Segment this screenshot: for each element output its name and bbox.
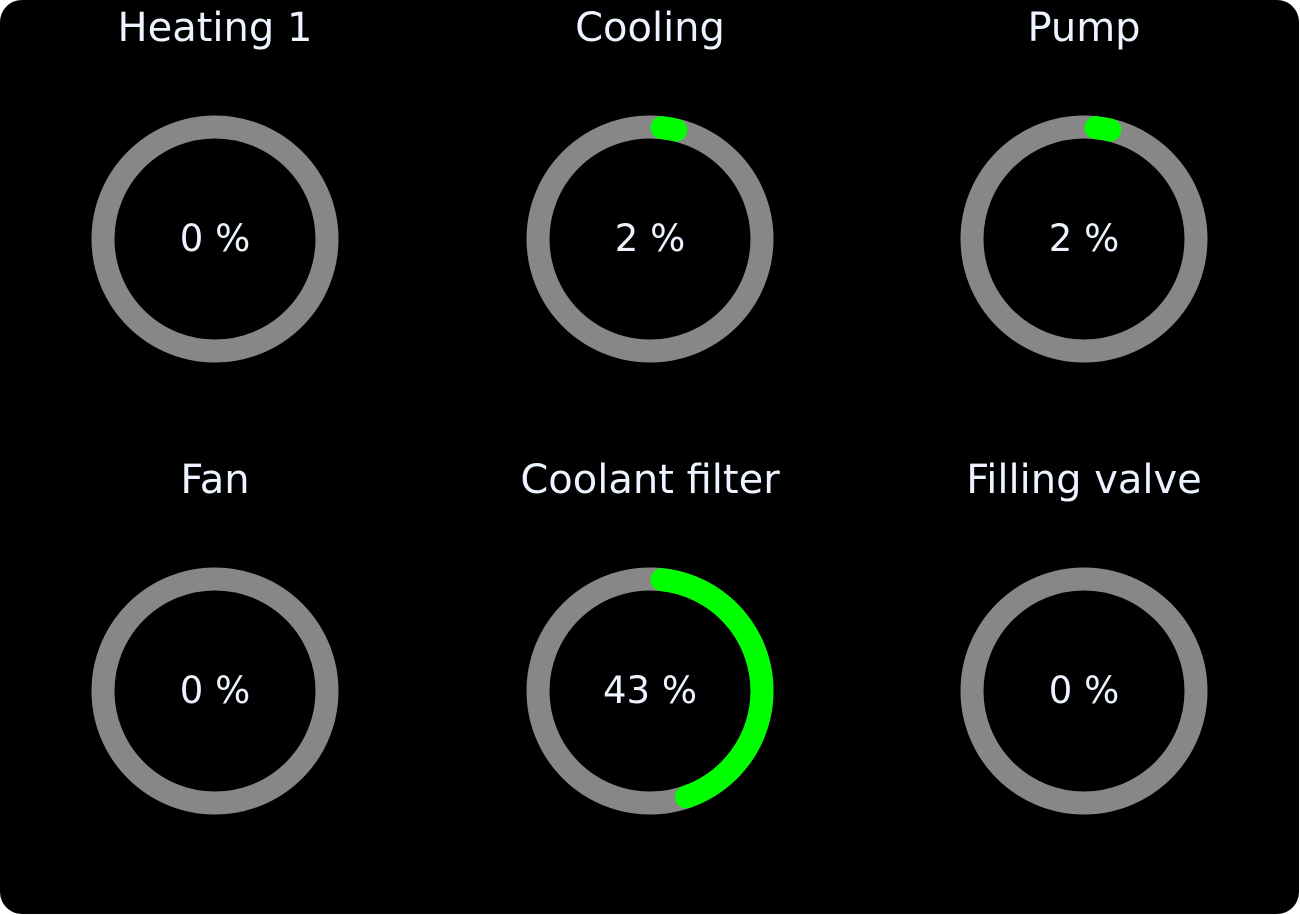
gauge-track xyxy=(91,115,339,363)
gauge-heating-1: Heating 1 0 % xyxy=(15,0,415,420)
gauge-coolant-filter: Coolant filter 43 % xyxy=(450,452,850,872)
gauge-value: 0 % xyxy=(179,217,251,260)
gauge-title: Pump xyxy=(1027,5,1141,51)
gauge-cooling: Cooling 2 % xyxy=(450,0,850,420)
ring-gauge: 2 % xyxy=(525,114,775,364)
gauge-value: 2 % xyxy=(614,217,686,260)
gauge-value: 2 % xyxy=(1048,217,1120,260)
ring-gauge: 0 % xyxy=(959,566,1209,816)
gauge-track xyxy=(960,567,1208,815)
ring-gauge: 43 % xyxy=(525,566,775,816)
gauge-value: 0 % xyxy=(1048,669,1120,712)
ring-gauge: 0 % xyxy=(90,114,340,364)
gauge-title: Fan xyxy=(180,457,250,503)
gauge-track xyxy=(526,115,774,363)
gauge-pump: Pump 2 % xyxy=(884,0,1284,420)
gauge-value: 0 % xyxy=(179,669,251,712)
gauge-track xyxy=(960,115,1208,363)
gauge-title: Filling valve xyxy=(966,457,1202,503)
gauge-fan: Fan 0 % xyxy=(15,452,415,872)
ring-gauge: 2 % xyxy=(959,114,1209,364)
gauge-value: 43 % xyxy=(603,669,697,712)
gauge-filling-valve: Filling valve 0 % xyxy=(884,452,1284,872)
gauge-fill-arc xyxy=(526,567,774,815)
gauge-title: Heating 1 xyxy=(117,5,313,51)
gauge-title: Cooling xyxy=(575,5,725,51)
ring-gauge: 0 % xyxy=(90,566,340,816)
gauge-title: Coolant filter xyxy=(520,457,780,503)
gauge-track xyxy=(91,567,339,815)
